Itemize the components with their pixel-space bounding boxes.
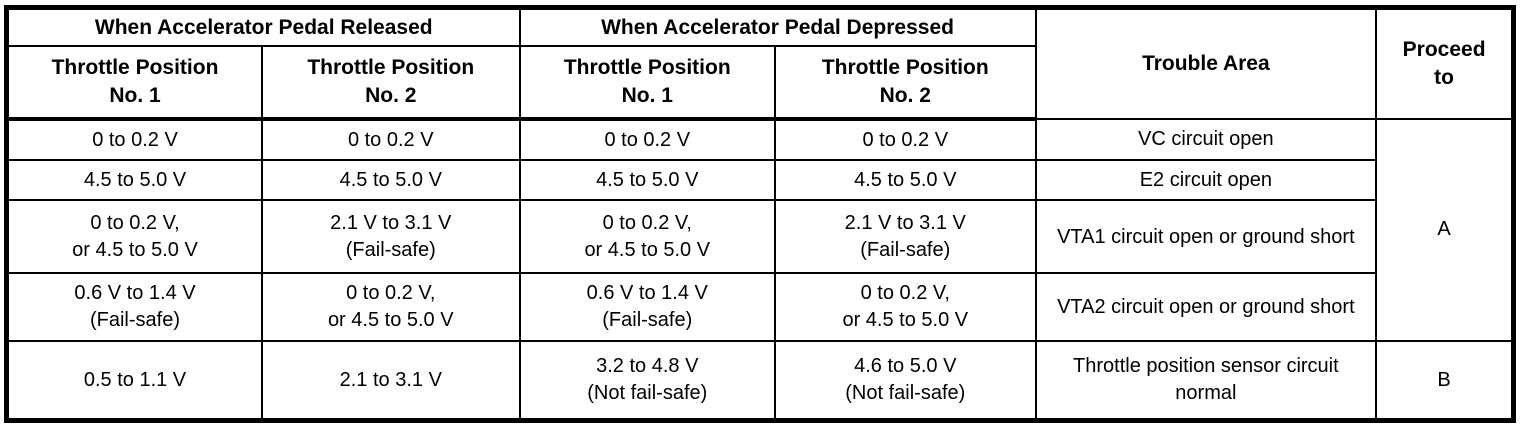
table-row-vc-open: 0 to 0.2 V 0 to 0.2 V 0 to 0.2 V 0 to 0.… — [5, 117, 1515, 342]
cell-r1-depressed-no1: 0 to 0.2 V — [518, 117, 777, 162]
cell-r1-released-no2: 0 to 0.2 V — [261, 117, 521, 162]
cell-r3-released-no1: 0 to 0.2 V, or 4.5 to 5.0 V — [5, 199, 263, 275]
table-row-vta1: 0 to 0.2 V, or 4.5 to 5.0 V 2.1 V to 3.1… — [5, 199, 1514, 275]
header-depressed-throttle-no1: Throttle Position No. 1 — [518, 44, 777, 121]
cell-r2-depressed-no1: 4.5 to 5.0 V — [518, 159, 777, 202]
table-row-vta2: 0.6 V to 1.4 V (Fail-safe) 0 to 0.2 V, o… — [5, 272, 1514, 342]
cell-r5-depressed-no1: 3.2 to 4.8 V (Not fail-safe) — [518, 339, 777, 422]
cell-r5-released-no1: 0.5 to 1.1 V — [5, 339, 263, 422]
header-released-throttle-no2: Throttle Position No. 2 — [261, 44, 521, 121]
header-released-throttle-no1: Throttle Position No. 1 — [5, 44, 263, 121]
header-proceed-to: Proceed to — [1375, 6, 1515, 120]
cell-r2-trouble-area: E2 circuit open — [1034, 159, 1378, 202]
cell-r5-released-no2: 2.1 to 3.1 V — [261, 339, 521, 422]
header-depressed-throttle-no2: Throttle Position No. 2 — [774, 44, 1037, 121]
cell-r5-trouble-area: Throttle position sensor circuit normal — [1034, 339, 1378, 422]
cell-r4-depressed-no1: 0.6 V to 1.4 V (Fail-safe) — [518, 272, 777, 342]
cell-r3-depressed-no1: 0 to 0.2 V, or 4.5 to 5.0 V — [518, 199, 777, 275]
cell-r3-released-no2: 2.1 V to 3.1 V (Fail-safe) — [261, 199, 521, 275]
throttle-position-diagnostic-table: When Accelerator Pedal Released When Acc… — [4, 5, 1516, 423]
header-pedal-depressed: When Accelerator Pedal Depressed — [518, 6, 1037, 47]
cell-r2-released-no1: 4.5 to 5.0 V — [5, 159, 263, 202]
cell-proceed-a: A — [1375, 117, 1515, 342]
table-row-sensor-normal: 0.5 to 1.1 V 2.1 to 3.1 V 3.2 to 4.8 V (… — [5, 339, 1515, 422]
cell-r4-trouble-area: VTA2 circuit open or ground short — [1034, 272, 1378, 342]
cell-r5-depressed-no2: 4.6 to 5.0 V (Not fail-safe) — [774, 339, 1037, 422]
header-group-row: When Accelerator Pedal Released When Acc… — [5, 6, 1515, 120]
cell-r1-depressed-no2: 0 to 0.2 V — [774, 117, 1037, 162]
cell-r4-released-no1: 0.6 V to 1.4 V (Fail-safe) — [5, 272, 263, 342]
header-sub-row: Throttle Position No. 1 Throttle Positio… — [5, 44, 1514, 121]
table-row-e2-open: 4.5 to 5.0 V 4.5 to 5.0 V 4.5 to 5.0 V 4… — [5, 159, 1514, 202]
cell-r3-trouble-area: VTA1 circuit open or ground short — [1034, 199, 1378, 275]
cell-proceed-b: B — [1375, 339, 1515, 422]
cell-r2-depressed-no2: 4.5 to 5.0 V — [774, 159, 1037, 202]
cell-r1-released-no1: 0 to 0.2 V — [5, 117, 263, 162]
cell-r4-depressed-no2: 0 to 0.2 V, or 4.5 to 5.0 V — [774, 272, 1037, 342]
cell-r3-depressed-no2: 2.1 V to 3.1 V (Fail-safe) — [774, 199, 1037, 275]
cell-r4-released-no2: 0 to 0.2 V, or 4.5 to 5.0 V — [261, 272, 521, 342]
header-pedal-released: When Accelerator Pedal Released — [5, 6, 521, 47]
header-trouble-area: Trouble Area — [1034, 6, 1378, 120]
cell-r2-released-no2: 4.5 to 5.0 V — [261, 159, 521, 202]
cell-r1-trouble-area: VC circuit open — [1034, 117, 1378, 162]
